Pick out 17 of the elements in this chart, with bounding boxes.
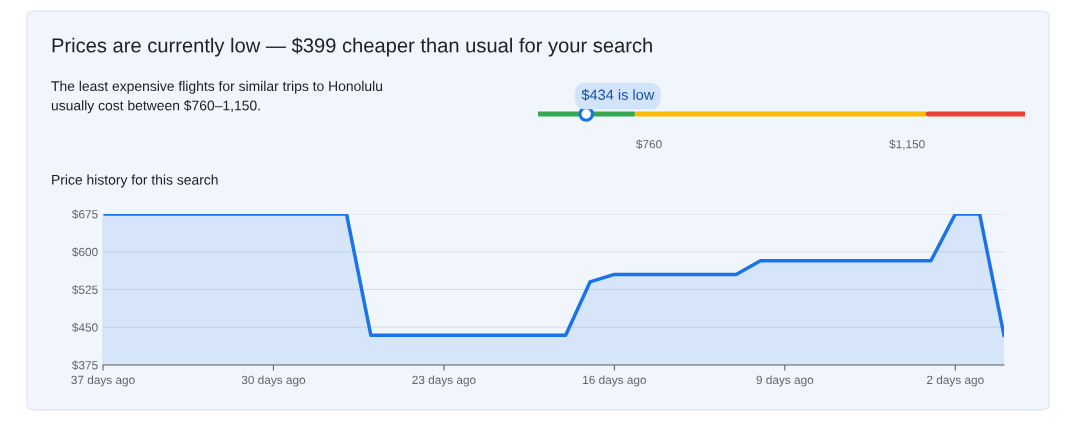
text: The least expensive flights for similar trips to Honolulu usually cost between $760–1,150. — [51, 80, 383, 114]
y-tick-label: $375 — [72, 360, 98, 371]
x-tick-label: 2 days ago — [927, 375, 984, 387]
x-tick-label: 9 days ago — [756, 375, 814, 387]
y-tick-label: $525 — [72, 285, 98, 295]
text: Prices are currently low — $399 cheaper than usual for your search — [52, 37, 652, 57]
text: $1,150 — [889, 139, 925, 150]
chart-title: Price history for this search — [52, 174, 218, 188]
y-tick-label: $675 — [72, 209, 98, 220]
x-tick-label: 30 days ago — [241, 375, 306, 387]
text: $760 — [636, 139, 662, 150]
text: $434 is low — [581, 88, 655, 101]
x-tick-label: 37 days ago — [71, 375, 135, 387]
y-tick-label: $450 — [72, 322, 98, 333]
x-tick-label: 23 days ago — [412, 375, 476, 387]
y-tick-label: $600 — [72, 247, 98, 257]
x-tick-label: 16 days ago — [583, 375, 647, 387]
